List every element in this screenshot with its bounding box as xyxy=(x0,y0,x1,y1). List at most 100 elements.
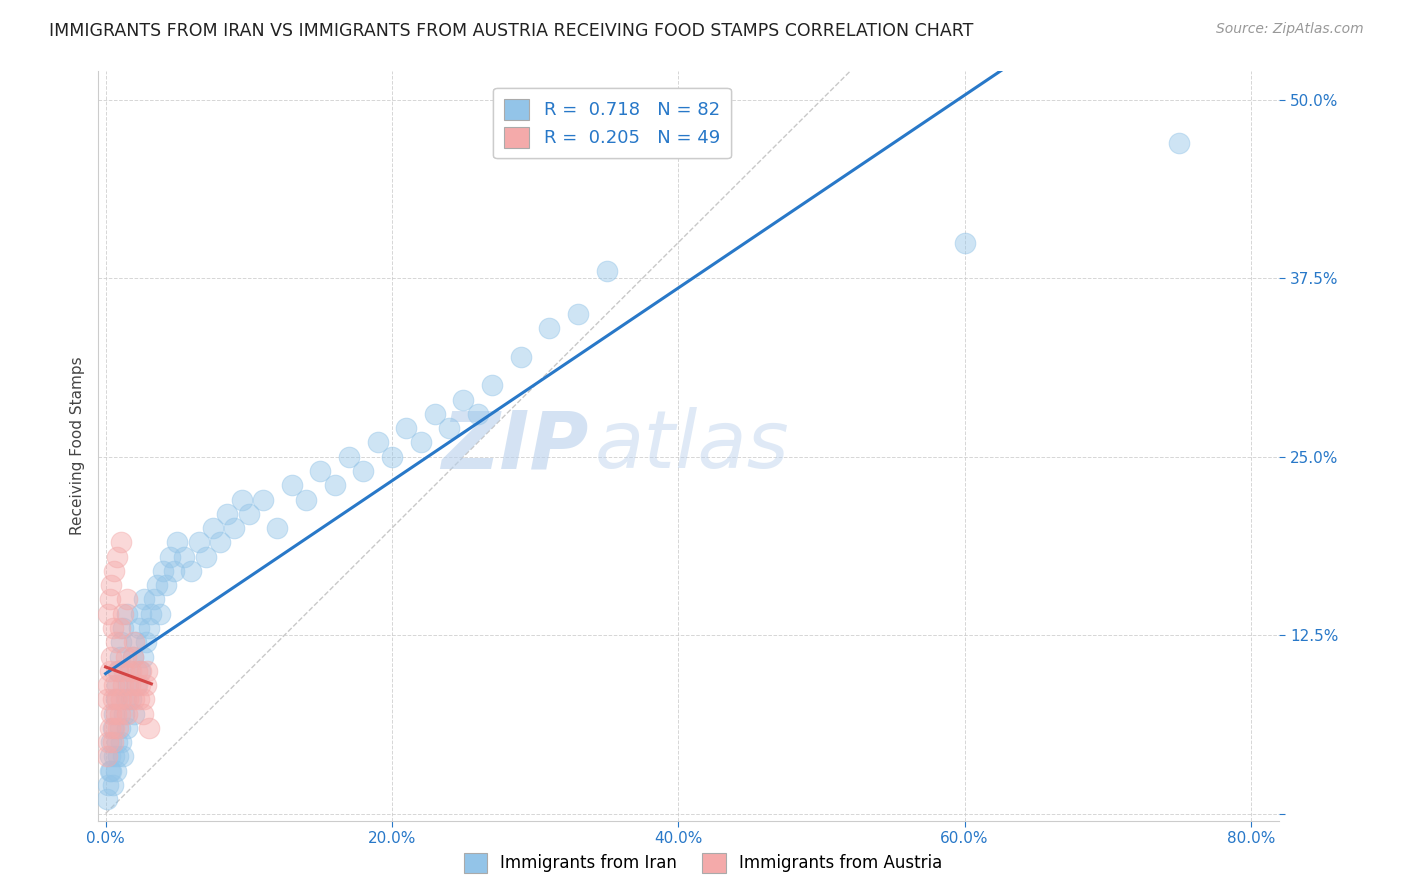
Point xyxy=(104,764,127,778)
Point xyxy=(131,607,153,621)
Text: Source: ZipAtlas.com: Source: ZipAtlas.com xyxy=(1216,22,1364,37)
Point xyxy=(117,678,139,692)
Legend: R =  0.718   N = 82, R =  0.205   N = 49: R = 0.718 N = 82, R = 0.205 N = 49 xyxy=(494,88,731,159)
Point xyxy=(97,778,120,792)
Point xyxy=(107,721,129,735)
Point xyxy=(103,678,125,692)
Point xyxy=(103,721,125,735)
Point xyxy=(231,492,253,507)
Point xyxy=(101,692,124,706)
Point xyxy=(101,778,124,792)
Point xyxy=(567,307,589,321)
Point xyxy=(121,649,143,664)
Point xyxy=(141,607,163,621)
Point xyxy=(224,521,246,535)
Point xyxy=(146,578,169,592)
Point xyxy=(111,749,134,764)
Point xyxy=(163,564,186,578)
Point xyxy=(132,706,155,721)
Point xyxy=(101,721,124,735)
Point xyxy=(100,649,122,664)
Point xyxy=(98,664,121,678)
Point xyxy=(103,706,125,721)
Point xyxy=(467,407,489,421)
Point xyxy=(509,350,531,364)
Point xyxy=(100,706,122,721)
Point xyxy=(105,735,128,749)
Point xyxy=(98,749,121,764)
Point xyxy=(97,678,120,692)
Point xyxy=(97,607,120,621)
Point xyxy=(100,735,122,749)
Point xyxy=(115,721,138,735)
Point xyxy=(149,607,172,621)
Point xyxy=(118,664,141,678)
Point xyxy=(100,578,122,592)
Point xyxy=(209,535,232,549)
Point xyxy=(238,507,260,521)
Point xyxy=(129,664,152,678)
Point xyxy=(107,664,129,678)
Point xyxy=(111,607,134,621)
Point xyxy=(96,792,118,806)
Legend: Immigrants from Iran, Immigrants from Austria: Immigrants from Iran, Immigrants from Au… xyxy=(457,847,949,880)
Point xyxy=(117,692,139,706)
Point xyxy=(114,649,136,664)
Point xyxy=(128,621,150,635)
Point xyxy=(453,392,475,407)
Point xyxy=(97,735,120,749)
Point xyxy=(135,678,157,692)
Point xyxy=(134,592,156,607)
Point xyxy=(138,621,160,635)
Point xyxy=(111,621,134,635)
Point xyxy=(110,535,132,549)
Point xyxy=(138,721,160,735)
Point xyxy=(112,664,135,678)
Text: atlas: atlas xyxy=(595,407,789,485)
Point xyxy=(122,706,145,721)
Point xyxy=(105,692,128,706)
Point xyxy=(135,635,157,649)
Point xyxy=(409,435,432,450)
Point xyxy=(120,664,142,678)
Point xyxy=(1168,136,1191,150)
Point xyxy=(595,264,617,278)
Point xyxy=(152,564,174,578)
Point xyxy=(122,635,145,649)
Point xyxy=(295,492,318,507)
Point xyxy=(252,492,274,507)
Point xyxy=(110,735,132,749)
Text: ZIP: ZIP xyxy=(441,407,589,485)
Point xyxy=(280,478,302,492)
Point xyxy=(437,421,460,435)
Point xyxy=(101,621,124,635)
Point xyxy=(98,721,121,735)
Point xyxy=(107,664,129,678)
Text: IMMIGRANTS FROM IRAN VS IMMIGRANTS FROM AUSTRIA RECEIVING FOOD STAMPS CORRELATIO: IMMIGRANTS FROM IRAN VS IMMIGRANTS FROM … xyxy=(49,22,973,40)
Point xyxy=(173,549,195,564)
Point xyxy=(180,564,202,578)
Point xyxy=(115,607,138,621)
Point xyxy=(104,692,127,706)
Point xyxy=(124,678,146,692)
Point xyxy=(108,706,131,721)
Point xyxy=(131,664,153,678)
Point xyxy=(194,549,217,564)
Point xyxy=(105,549,128,564)
Point xyxy=(337,450,360,464)
Point xyxy=(110,692,132,706)
Point xyxy=(352,464,374,478)
Point xyxy=(108,649,131,664)
Point xyxy=(108,621,131,635)
Point xyxy=(266,521,288,535)
Point xyxy=(114,692,136,706)
Point xyxy=(143,592,166,607)
Point xyxy=(134,692,156,706)
Point xyxy=(118,678,141,692)
Point xyxy=(108,721,131,735)
Point xyxy=(323,478,346,492)
Point xyxy=(104,635,127,649)
Point xyxy=(129,678,152,692)
Point xyxy=(128,692,150,706)
Point xyxy=(538,321,561,335)
